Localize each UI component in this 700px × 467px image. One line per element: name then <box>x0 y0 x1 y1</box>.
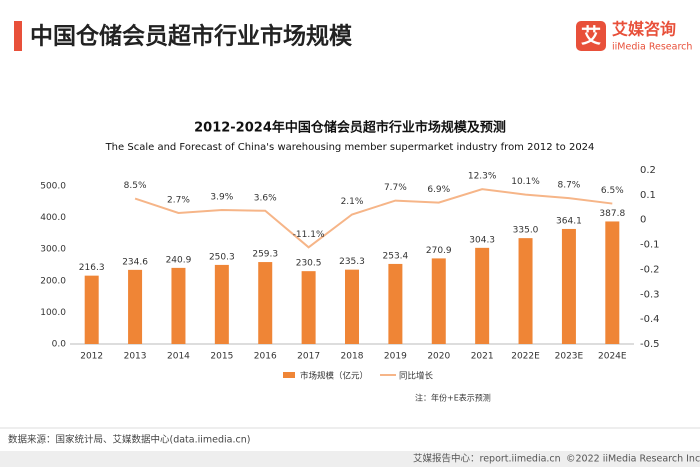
y2-tick-label: 0.1 <box>640 190 656 201</box>
bar-value-label: 259.3 <box>252 250 278 260</box>
line-value-label: 2.7% <box>167 196 190 206</box>
bar <box>301 271 316 344</box>
note: 注：年份+E表示预测 <box>415 393 491 403</box>
y2-tick-label: -0.5 <box>640 339 660 350</box>
bar-value-label: 387.8 <box>599 209 625 219</box>
x-tick-label: 2016 <box>254 352 277 362</box>
y2-tick-label: -0.4 <box>640 314 660 325</box>
logo-sub: iiMedia Research <box>612 42 692 53</box>
line-value-label: 12.3% <box>468 172 497 182</box>
y-tick-label: 200.0 <box>40 276 66 286</box>
x-tick-label: 2015 <box>210 352 233 362</box>
bar-value-label: 230.5 <box>296 259 322 269</box>
logo-box <box>576 21 606 51</box>
line-value-label: 3.9% <box>210 193 233 203</box>
bar-value-label: 335.0 <box>513 226 539 236</box>
bar-value-label: 235.3 <box>339 257 365 267</box>
source: 数据来源：国家统计局、艾媒数据中心(data.iimedia.cn) <box>8 434 250 446</box>
y-tick-label: 400.0 <box>40 213 66 223</box>
bar <box>128 269 143 344</box>
x-tick-label: 2021 <box>471 352 494 362</box>
y-tick-label: 100.0 <box>40 308 66 318</box>
bar <box>214 264 229 344</box>
x-tick-label: 2024E <box>598 352 627 362</box>
y2-tick-label: 0 <box>640 215 646 226</box>
bar <box>518 238 533 344</box>
line-value-label: 6.5% <box>601 186 624 196</box>
x-tick-label: 2019 <box>384 352 407 362</box>
x-tick-label: 2020 <box>427 352 450 362</box>
y-tick-label: 0.0 <box>52 340 67 350</box>
bar-value-label: 240.9 <box>166 255 192 265</box>
y2-tick-label: -0.2 <box>640 264 660 275</box>
bar <box>561 228 576 344</box>
line-value-label: -11.1% <box>293 230 325 240</box>
x-tick-label: 2018 <box>341 352 364 362</box>
bar <box>475 247 490 344</box>
copyright: ©2022 iiMedia Research Inc <box>566 454 700 465</box>
report-center: 艾媒报告中心：report.iimedia.cn <box>413 453 561 465</box>
chart-subtitle: The Scale and Forecast of China's wareho… <box>105 142 595 153</box>
bar-value-label: 253.4 <box>383 251 409 261</box>
bar-value-label: 216.3 <box>79 263 105 273</box>
y-tick-label: 500.0 <box>40 182 66 192</box>
bar-value-label: 270.9 <box>426 246 452 256</box>
title-marker <box>14 21 22 51</box>
line-value-label: 6.9% <box>427 185 450 195</box>
y2-tick-label: -0.3 <box>640 289 660 300</box>
bar <box>84 275 99 344</box>
line-value-label: 2.1% <box>341 197 364 207</box>
logo-name: 艾媒咨询 <box>612 20 676 39</box>
y2-tick-label: -0.1 <box>640 240 660 251</box>
bar-value-label: 304.3 <box>469 235 495 245</box>
bar <box>258 262 273 344</box>
x-tick-label: 2017 <box>297 352 320 362</box>
legend-swatch <box>283 372 295 378</box>
line-value-label: 10.1% <box>511 177 540 187</box>
x-tick-label: 2012 <box>80 352 103 362</box>
chart-title: 2012-2024年中国仓储会员超市行业市场规模及预测 <box>194 120 506 136</box>
legend-label: 市场规模（亿元） <box>300 371 368 382</box>
bar-value-label: 364.1 <box>556 216 582 226</box>
logo-icon: 艾 <box>581 24 601 48</box>
bar <box>171 267 186 344</box>
line-value-label: 8.7% <box>557 181 580 191</box>
page-title: 中国仓储会员超市行业市场规模 <box>30 23 353 50</box>
bar-value-label: 250.3 <box>209 252 235 262</box>
bar <box>431 258 446 344</box>
bar <box>605 221 620 344</box>
bar-value-label: 234.6 <box>122 257 148 267</box>
x-tick-label: 2014 <box>167 352 190 362</box>
line-value-label: 8.5% <box>124 181 147 191</box>
bar <box>345 269 359 344</box>
x-tick-label: 2022E <box>511 352 540 362</box>
line-value-label: 3.6% <box>254 193 277 203</box>
bar <box>388 263 403 344</box>
x-tick-label: 2013 <box>124 352 147 362</box>
line-value-label: 7.7% <box>384 183 407 193</box>
legend-label: 同比增长 <box>399 371 434 382</box>
y-tick-label: 300.0 <box>40 245 66 255</box>
line <box>134 188 613 249</box>
y2-tick-label: 0.2 <box>640 165 656 176</box>
footer-bar <box>0 451 700 467</box>
x-tick-label: 2023E <box>555 352 584 362</box>
